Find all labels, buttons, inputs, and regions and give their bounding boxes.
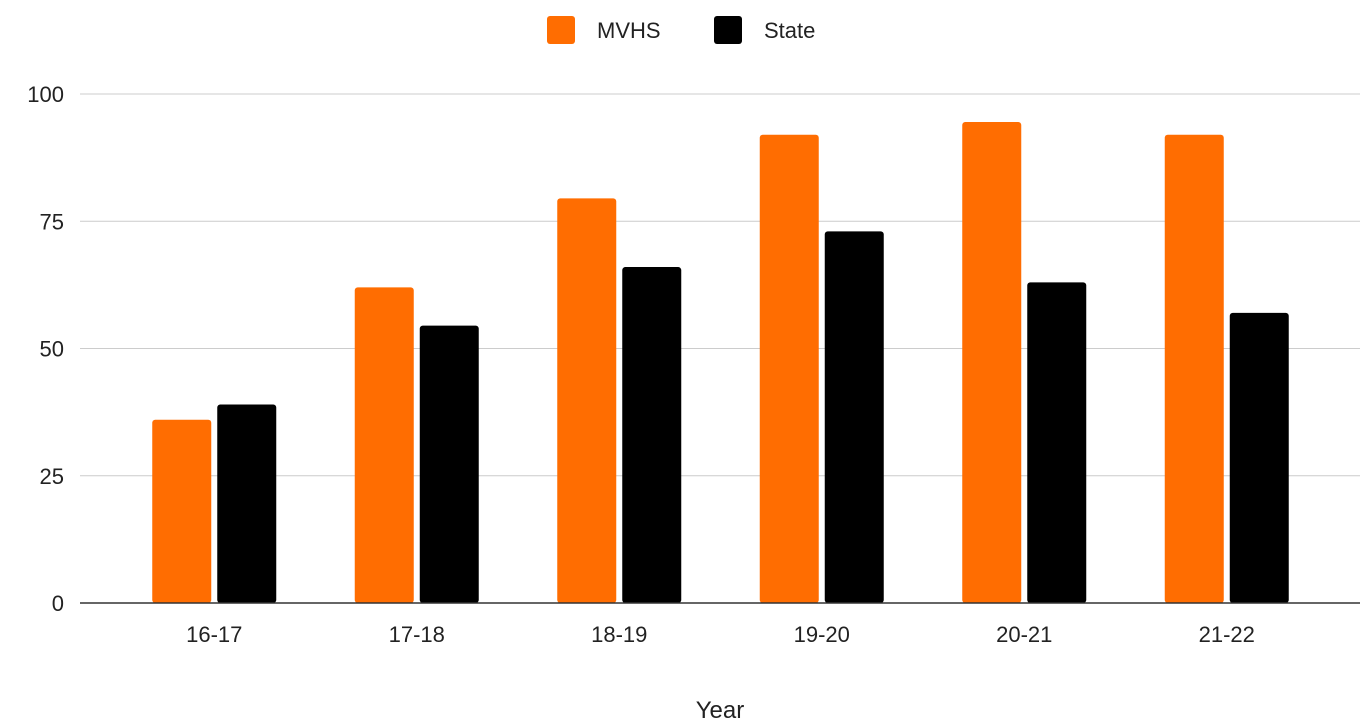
bar-mvhs-18-19 — [557, 198, 617, 603]
legend-swatch-mvhs — [547, 16, 575, 44]
y-tick-label: 100 — [27, 82, 64, 107]
legend-label-state: State — [764, 18, 815, 43]
x-tick-label: 19-20 — [794, 622, 850, 647]
bar-mvhs-19-20 — [759, 134, 819, 603]
x-tick-label: 20-21 — [996, 622, 1052, 647]
y-tick-label: 0 — [52, 591, 64, 616]
y-tick-label: 50 — [40, 337, 64, 362]
bar-mvhs-17-18 — [354, 287, 414, 603]
y-tick-label: 75 — [40, 209, 64, 234]
bar-mvhs-16-17 — [152, 419, 212, 603]
x-axis-title: Year — [696, 697, 745, 723]
legend-label-mvhs: MVHS — [597, 18, 661, 43]
bar-state-16-17 — [217, 404, 277, 603]
x-tick-label: 21-22 — [1199, 622, 1255, 647]
bar-mvhs-20-21 — [962, 121, 1022, 604]
bar-state-21-22 — [1229, 312, 1289, 603]
bar-state-17-18 — [419, 325, 479, 603]
legend-swatch-state — [714, 16, 742, 44]
x-tick-label: 16-17 — [186, 622, 242, 647]
y-tick-label: 25 — [40, 464, 64, 489]
bar-mvhs-21-22 — [1164, 134, 1224, 603]
bar-state-19-20 — [824, 231, 884, 603]
x-tick-label: 17-18 — [389, 622, 445, 647]
bar-state-18-19 — [622, 267, 682, 603]
bar-state-20-21 — [1027, 282, 1087, 603]
x-tick-label: 18-19 — [591, 622, 647, 647]
